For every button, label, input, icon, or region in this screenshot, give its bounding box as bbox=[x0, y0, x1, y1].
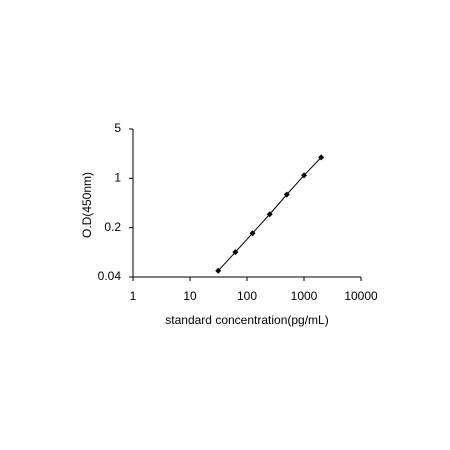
x-tick-label: 1 bbox=[130, 289, 137, 303]
y-tick-label: 0.2 bbox=[104, 220, 121, 234]
x-tick-label: 10000 bbox=[344, 289, 378, 303]
y-tick-label: 1 bbox=[114, 171, 121, 185]
data-point bbox=[283, 191, 290, 198]
y-tick-label: 5 bbox=[114, 121, 121, 135]
data-point bbox=[301, 172, 307, 179]
data-point bbox=[318, 154, 325, 161]
x-tick-label: 100 bbox=[237, 289, 257, 303]
x-tick-label: 1000 bbox=[291, 289, 318, 303]
y-tick-label: 0.04 bbox=[98, 269, 122, 283]
y-axis-label: O.D(450nm) bbox=[80, 172, 94, 238]
data-point bbox=[249, 230, 256, 237]
data-point bbox=[215, 267, 222, 274]
data-point bbox=[232, 249, 239, 256]
x-tick-label: 10 bbox=[183, 289, 197, 303]
data-point bbox=[266, 211, 273, 218]
x-axis-label: standard concentration(pg/mL) bbox=[165, 313, 328, 327]
